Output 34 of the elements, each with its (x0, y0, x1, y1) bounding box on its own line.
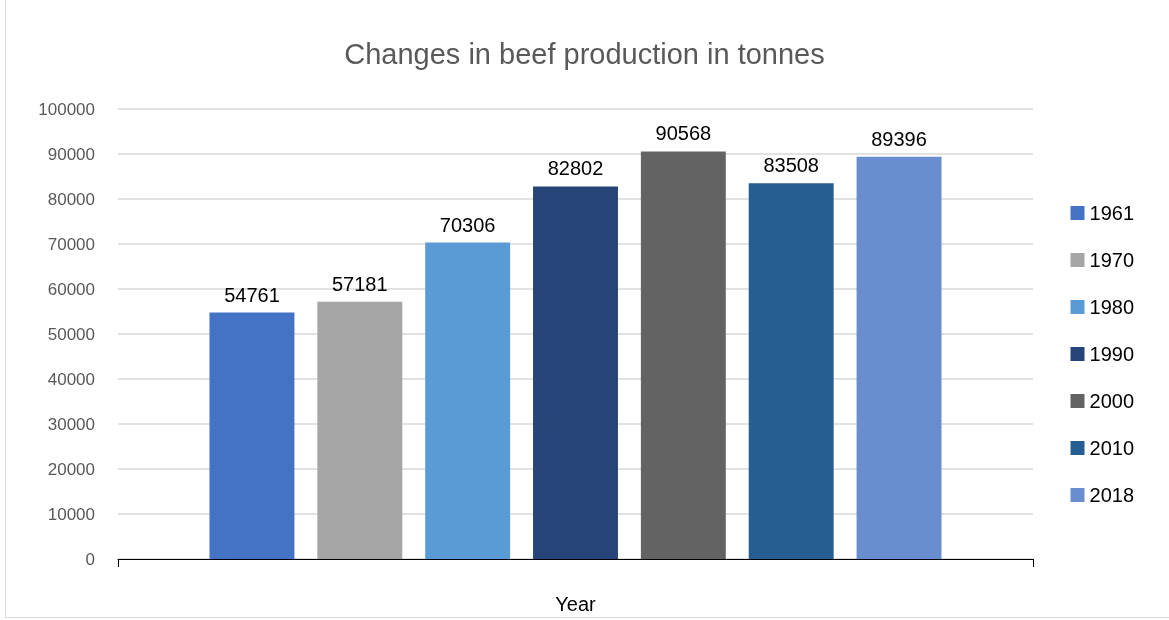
x-axis-title: Year (555, 593, 597, 615)
bar (533, 186, 618, 559)
bar (856, 156, 942, 559)
legend-label: 2010 (1089, 437, 1135, 459)
y-tick-label: 70000 (47, 234, 95, 254)
data-label: 82802 (547, 157, 604, 180)
legend-label: 1980 (1089, 296, 1135, 318)
legend-label: 2018 (1089, 484, 1135, 506)
y-tick-label: 90000 (47, 144, 95, 164)
data-label: 54761 (224, 283, 280, 306)
chart-title: Changes in beef production in tonnes (344, 37, 825, 70)
data-label: 90568 (655, 122, 712, 145)
data-label: 83508 (763, 154, 820, 177)
bar (209, 312, 295, 559)
data-label: 89396 (871, 127, 927, 150)
y-tick-label: 10000 (47, 504, 95, 524)
y-tick-label: 80000 (47, 189, 95, 209)
legend-label: 1990 (1089, 343, 1135, 365)
legend-label: 1970 (1089, 249, 1135, 271)
y-tick-label: 30000 (47, 414, 95, 434)
y-tick-label: 40000 (47, 369, 95, 389)
y-tick-label: 20000 (47, 459, 95, 479)
bar (425, 242, 511, 559)
data-label: 70306 (439, 213, 496, 236)
y-tick-label: 60000 (47, 279, 95, 299)
bar (317, 301, 403, 559)
y-tick-label: 0 (85, 549, 95, 569)
bar (640, 151, 726, 559)
y-tick-label: 100000 (38, 99, 95, 119)
bar (748, 183, 834, 559)
legend-label: 2000 (1089, 390, 1135, 412)
legend-label: 1961 (1089, 202, 1135, 224)
y-tick-label: 50000 (47, 324, 95, 344)
data-label: 57181 (331, 272, 388, 295)
